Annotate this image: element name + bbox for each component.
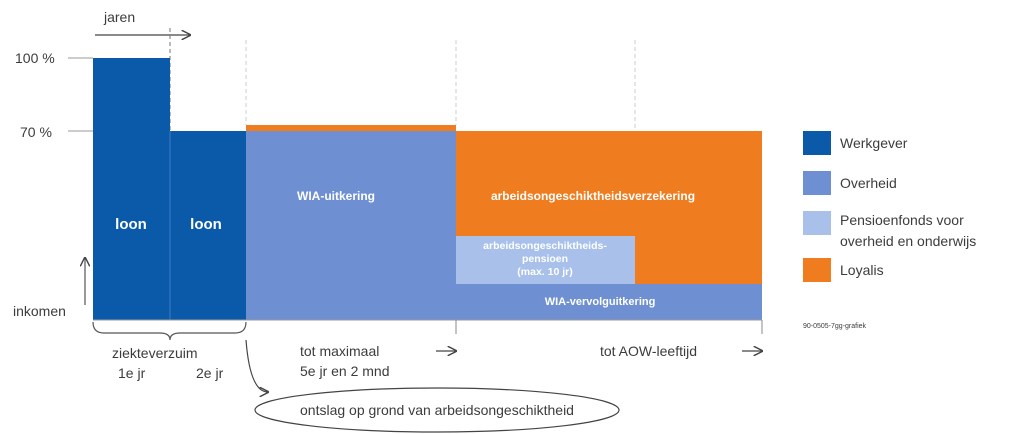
legend-label-werkgever: Werkgever [840, 135, 908, 151]
werkgever-block-year1 [93, 58, 170, 320]
tot-maximaal-line1: tot maximaal [300, 343, 379, 359]
werkgever-block-year2 [170, 131, 246, 320]
ontslag-arrow [245, 339, 268, 392]
legend-swatch-loyalis [803, 258, 831, 282]
legend-label-pensioenfonds-2: overheid en onderwijs [840, 233, 976, 249]
loyalis-top-strip [246, 125, 456, 131]
jaar1-label: 1e jr [118, 365, 146, 381]
y-label-100: 100 % [15, 50, 55, 66]
legend-swatch-pensioenfonds [803, 211, 831, 235]
wia-vervolg-block [456, 284, 762, 320]
ziekteverzuim-brace [92, 321, 247, 341]
loon-label-1: loon [115, 216, 147, 233]
loon-label-2: loon [190, 216, 222, 233]
jaar2-label: 2e jr [196, 365, 224, 381]
jaren-label: jaren [103, 9, 135, 25]
tot-maximaal-line2: 5e jr en 2 mnd [300, 363, 390, 379]
ao-pensioen-line2: pensioen [522, 253, 568, 265]
legend-swatch-overheid [803, 171, 831, 195]
legend-label-overheid: Overheid [840, 175, 897, 191]
inkomen-label: inkomen [13, 303, 66, 319]
ao-pensioen-line1: arbeidsongeschiktheids- [483, 240, 607, 252]
wia-vervolg-label: WIA-vervolguitkering [545, 296, 656, 308]
legend: Werkgever Overheid Pensioenfonds voor ov… [803, 131, 976, 282]
wia-uitkering-block [246, 131, 456, 320]
wia-uitkering-label: WIA-uitkering [297, 189, 375, 203]
ontslag-ellipse [254, 387, 620, 433]
y-label-70: 70 % [20, 124, 52, 140]
ziekteverzuim-label: ziekteverzuim [112, 345, 198, 361]
legend-label-pensioenfonds-1: Pensioenfonds voor [840, 212, 964, 228]
ao-pensioen-line3: (max. 10 jr) [517, 266, 572, 278]
credit-text: 90-0505-7gg-grafiek [803, 323, 867, 330]
legend-label-loyalis: Loyalis [840, 262, 884, 278]
ao-pensioen-block [456, 236, 635, 284]
legend-swatch-werkgever [803, 131, 831, 155]
ontslag-label: ontslag op grond van arbeidsongeschikthe… [300, 402, 574, 418]
ao-verzekering-label: arbeidsongeschiktheidsverzekering [491, 189, 695, 203]
tot-aow-label: tot AOW-leeftijd [600, 343, 697, 359]
